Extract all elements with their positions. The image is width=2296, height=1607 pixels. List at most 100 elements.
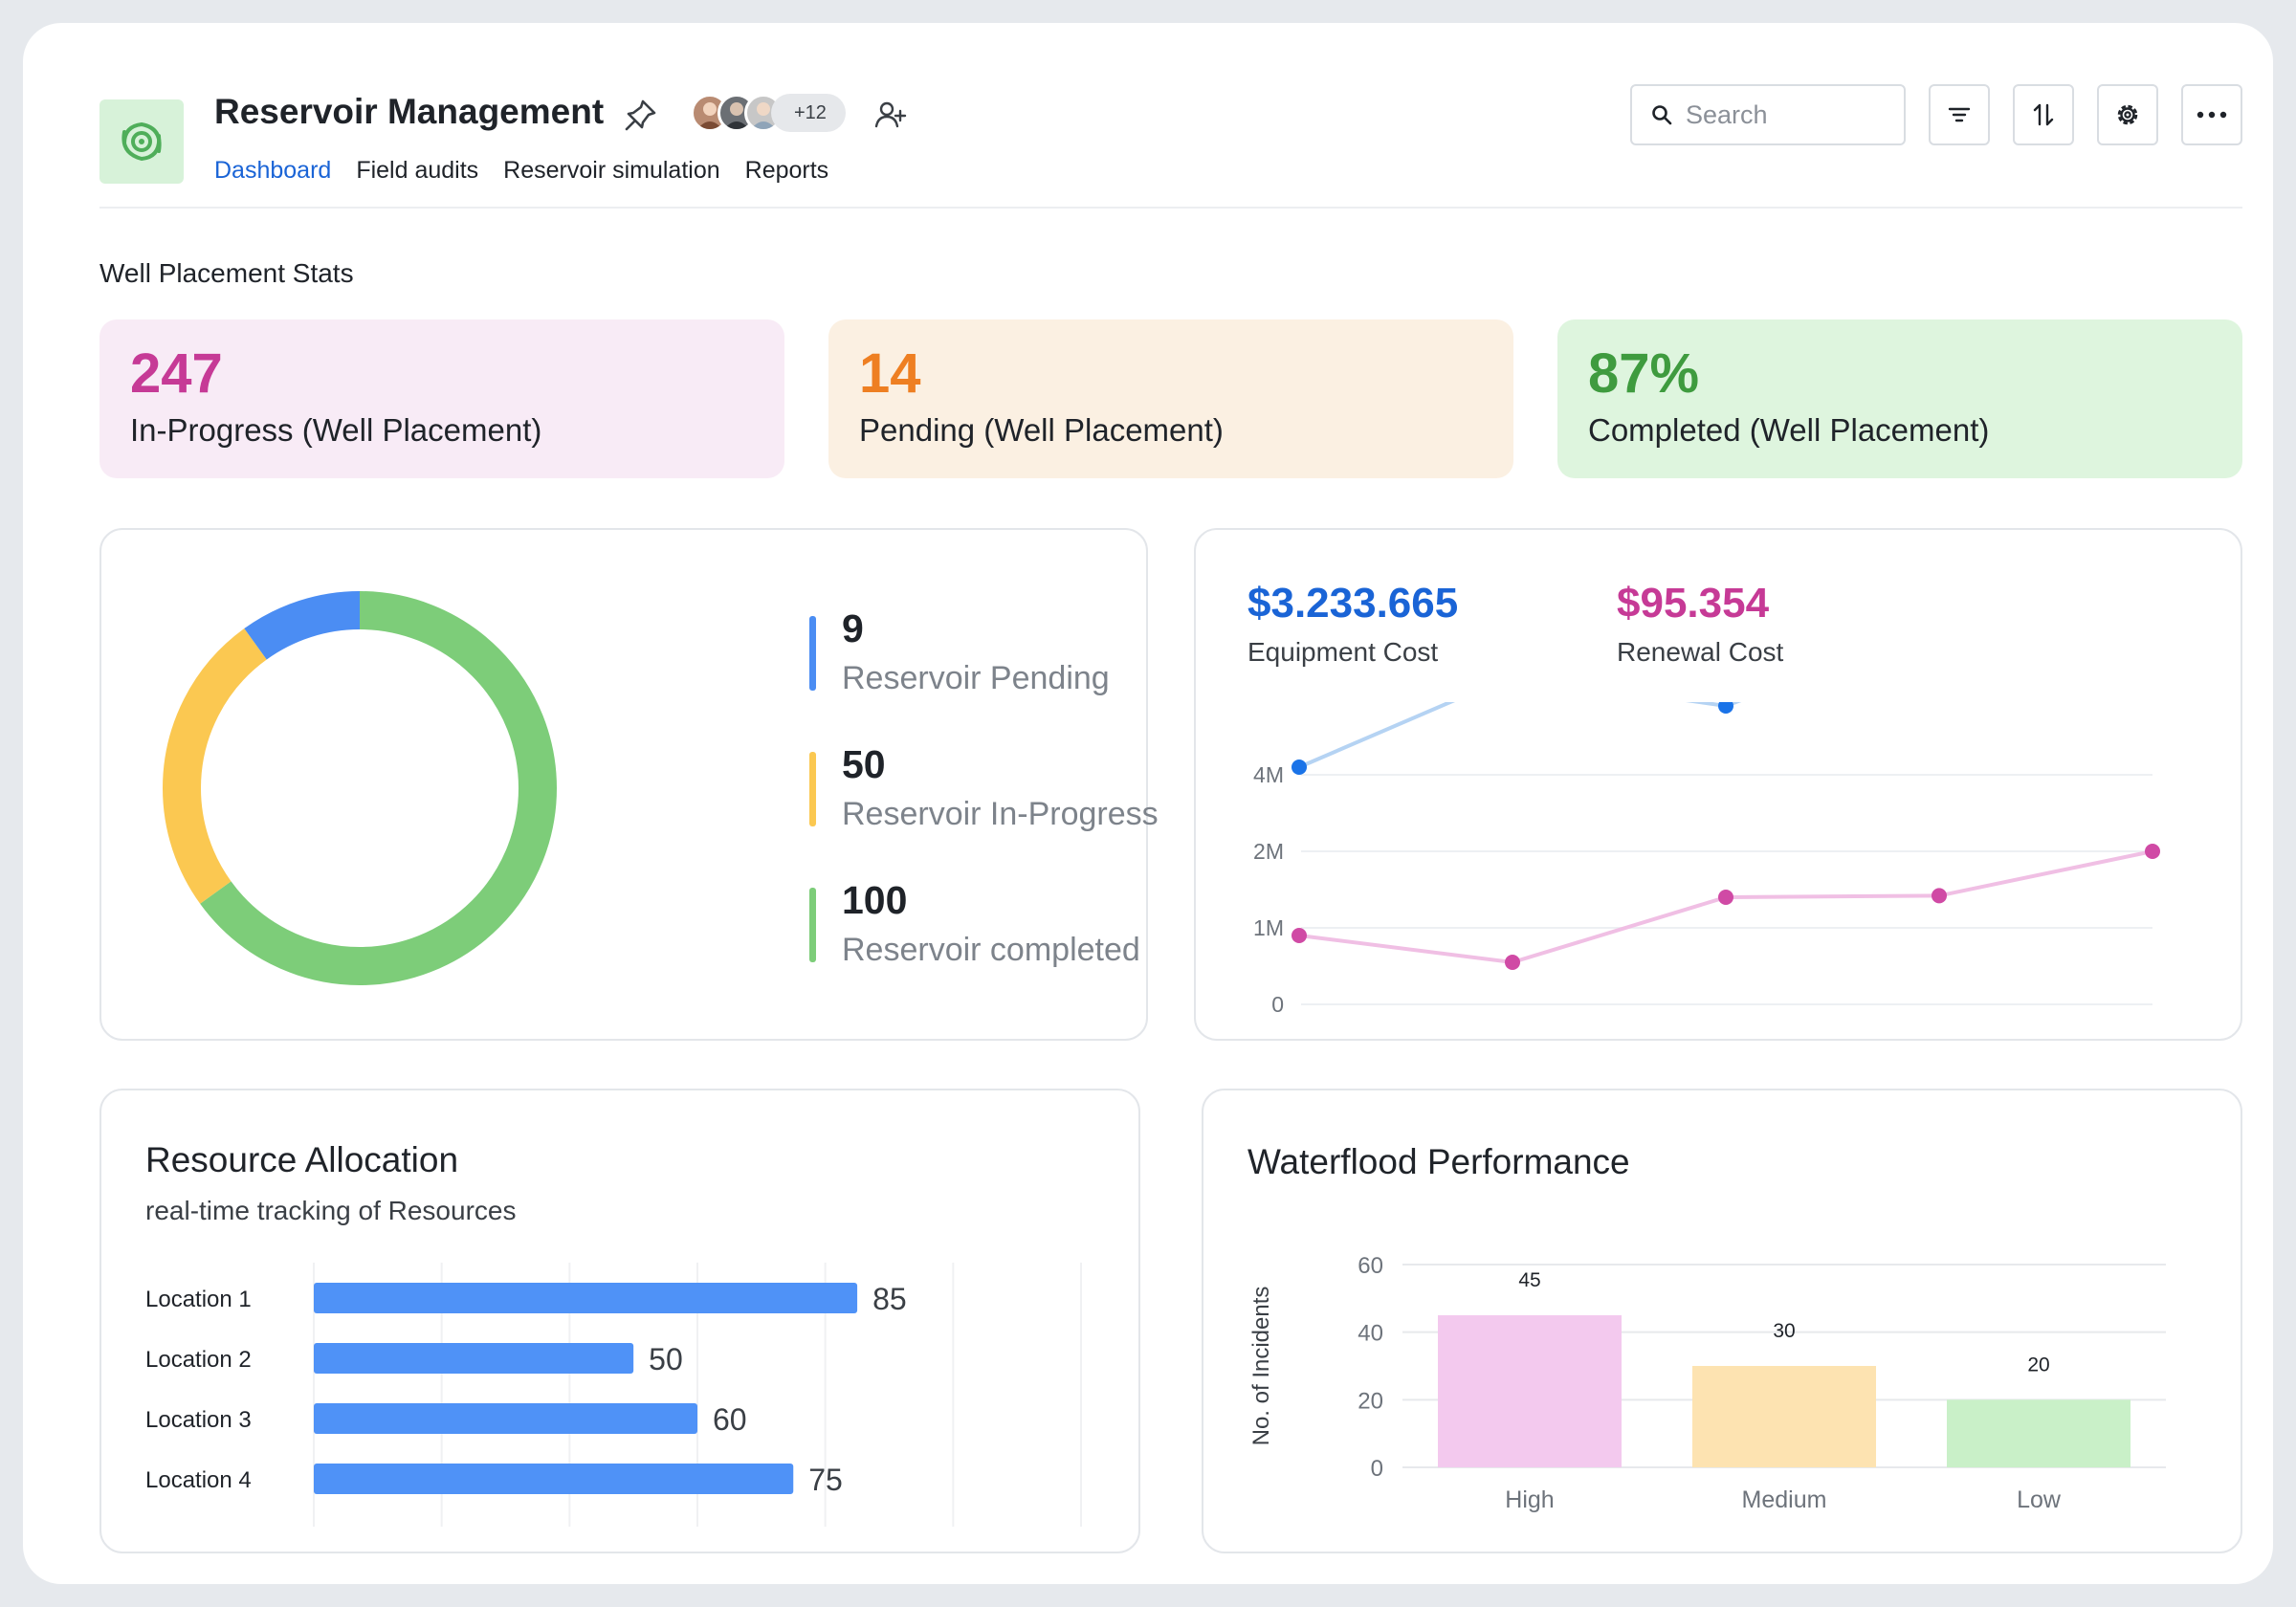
pin-icon[interactable] [622,96,660,134]
data-label: 45 [1518,1269,1540,1291]
resource-bar-chart: Location 1 85 Location 2 50 Location 3 60 Loca… [145,1263,1082,1527]
settings-button[interactable] [2097,84,2158,145]
stat-card-completed: 87% Completed (Well Placement) [1557,319,2242,478]
reservoir-logo-icon [121,121,162,162]
collaborators-count: +12 [771,94,846,132]
series-line [1298,849,2153,965]
stat-label: In-Progress (Well Placement) [130,411,542,448]
category-label: Medium [1742,1486,1827,1513]
tab-field-audits[interactable]: Field audits [356,157,479,184]
tab-reservoir-simulation[interactable]: Reservoir simulation [503,157,720,184]
y-tick-label: 60 [1358,1253,1383,1279]
bar [1692,1366,1876,1467]
data-label: 75 [808,1463,843,1497]
legend-marker [809,888,816,962]
bar [314,1403,697,1434]
category-label: Location 4 [145,1467,252,1493]
category-label: High [1505,1486,1554,1513]
renewal-cost-label: Renewal Cost [1617,637,1784,667]
cost-card: $3.233.665 Equipment Cost $95.354 Renewa… [1194,528,2242,1041]
data-label: 50 [649,1342,683,1376]
legend-value: 9 [842,606,864,650]
sort-icon [2033,103,2054,126]
stat-card-pending: 14 Pending (Well Placement) [828,319,1513,478]
stat-value: 247 [130,342,223,405]
donut-slice-pending [163,591,557,985]
renewal-cost-value: $95.354 [1617,580,1770,627]
nav-tabs: Dashboard Field audits Reservoir simulat… [214,157,828,185]
bar [1438,1315,1622,1467]
legend-value: 50 [842,742,886,786]
card-subtitle: real-time tracking of Resources [145,1196,517,1225]
filter-icon [1948,107,1971,122]
y-tick-label: 4M [1253,762,1284,787]
stat-card-in-progress: 247 In-Progress (Well Placement) [99,319,784,478]
y-tick-label: 40 [1358,1321,1383,1347]
header-divider [99,207,2242,209]
more-button[interactable] [2181,84,2242,145]
resource-allocation-card: Resource Allocation real-time tracking o… [99,1089,1140,1553]
data-point [1932,888,1947,904]
data-point [2145,844,2160,859]
category-label: Location 1 [145,1287,252,1312]
card-title: Waterflood Performance [1247,1142,1630,1181]
data-label: 30 [1773,1320,1795,1342]
donut-slice-in-progress [163,591,557,985]
waterflood-card: Waterflood Performance 0 20 40 60 No. of Inc… [1202,1089,2242,1553]
bar [314,1464,794,1494]
reservoir-status-card: 9 Reservoir Pending 50 Reservoir In-Prog… [99,528,1159,1041]
renewal-cost: $95.354 Renewal Cost [1617,580,1783,668]
stat-value: 14 [859,342,921,405]
search-input[interactable] [1686,99,1877,130]
bar [1947,1399,2130,1467]
legend-label: Reservoir completed [842,932,1140,968]
donut-chart [163,591,557,985]
legend-label: Reservoir In-Progress [842,796,1159,832]
category-label: Low [2017,1486,2062,1513]
data-point [1505,955,1520,970]
legend-value: 100 [842,878,908,922]
page-title: Reservoir Management [214,92,605,131]
data-point [1292,928,1307,943]
data-label: 85 [872,1282,907,1316]
legend-marker [809,752,816,826]
category-label: Location 2 [145,1347,252,1373]
bar [314,1343,634,1374]
cost-line-chart: 0 1M 2M 4M [1253,702,2160,1017]
y-tick-label: 1M [1253,915,1284,940]
more-icon [2197,111,2227,119]
y-tick-label: 20 [1358,1388,1383,1414]
stat-value: 87% [1588,342,1700,405]
add-user-icon[interactable] [872,98,907,132]
data-point [1718,890,1733,905]
gear-icon [2117,104,2138,125]
tab-reports[interactable]: Reports [744,157,829,184]
app-window: Reservoir Management +12 Dashboard Field… [23,23,2273,1584]
data-point [1292,759,1307,775]
y-tick-label: 2M [1253,839,1284,864]
card-title: Resource Allocation [145,1140,459,1179]
search-icon [1652,105,1672,125]
y-axis-label: No. of Incidents [1248,1287,1274,1446]
legend-marker [809,616,816,691]
app-logo [99,99,184,184]
equipment-cost-label: Equipment Cost [1247,637,1439,667]
bar [314,1283,858,1313]
filter-button[interactable] [1929,84,1990,145]
stat-label: Completed (Well Placement) [1588,411,1990,448]
y-tick-label: 0 [1271,992,1284,1017]
waterflood-bar-chart: 0 20 40 60 No. of Incidents 45 High 30 Medium 20 L… [1248,1253,2166,1513]
tab-dashboard[interactable]: Dashboard [214,157,332,184]
equipment-cost-value: $3.233.665 [1247,580,1459,627]
search-box[interactable] [1630,84,1906,145]
collaborators[interactable]: +12 [691,94,846,132]
data-label: 20 [2027,1354,2049,1376]
legend-label: Reservoir Pending [842,660,1110,696]
section-title: Well Placement Stats [99,258,354,288]
category-label: Location 3 [145,1407,252,1433]
data-point [1718,702,1733,714]
sort-button[interactable] [2013,84,2074,145]
stat-label: Pending (Well Placement) [859,411,1224,448]
data-label: 60 [713,1402,747,1437]
y-tick-label: 0 [1371,1456,1383,1482]
